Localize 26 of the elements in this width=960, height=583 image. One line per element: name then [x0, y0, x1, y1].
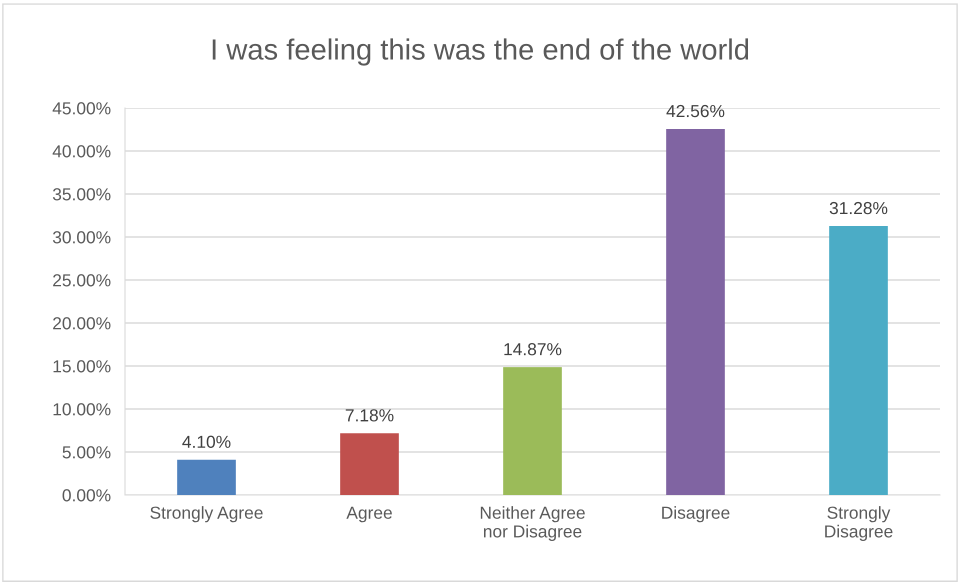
bar — [503, 367, 562, 495]
x-tick-label: Strongly Agree — [150, 506, 263, 522]
data-label: 4.10% — [182, 436, 230, 448]
x-tick-label: Agree — [346, 506, 392, 522]
bar — [340, 433, 399, 495]
x-tick-label: Strongly Disagree — [825, 506, 892, 541]
chart-title: I was feeling this was the end of the world — [212, 38, 748, 66]
y-tick-label: 0.00% — [62, 489, 110, 502]
data-label: 42.56% — [666, 104, 724, 118]
data-label: 31.28% — [830, 202, 888, 214]
y-tick-label: 10.00% — [54, 403, 110, 416]
y-tick-label: 40.00% — [52, 145, 110, 158]
data-label: 7.18% — [346, 409, 394, 422]
y-tick-label: 35.00% — [52, 188, 110, 200]
data-label: 14.87% — [504, 343, 562, 356]
y-tick-label: 15.00% — [54, 360, 110, 372]
bar — [666, 128, 725, 495]
x-tick-label: Neither Agree nor Disagree — [480, 506, 585, 541]
y-tick-label: 45.00% — [52, 102, 110, 114]
bar — [177, 460, 236, 495]
bar — [829, 226, 888, 495]
y-tick-label: 20.00% — [53, 317, 110, 330]
y-tick-label: 5.00% — [62, 446, 110, 458]
y-tick-label: 25.00% — [53, 274, 110, 286]
y-tick-label: 30.00% — [52, 231, 110, 244]
x-tick-label: Disagree — [662, 506, 730, 522]
